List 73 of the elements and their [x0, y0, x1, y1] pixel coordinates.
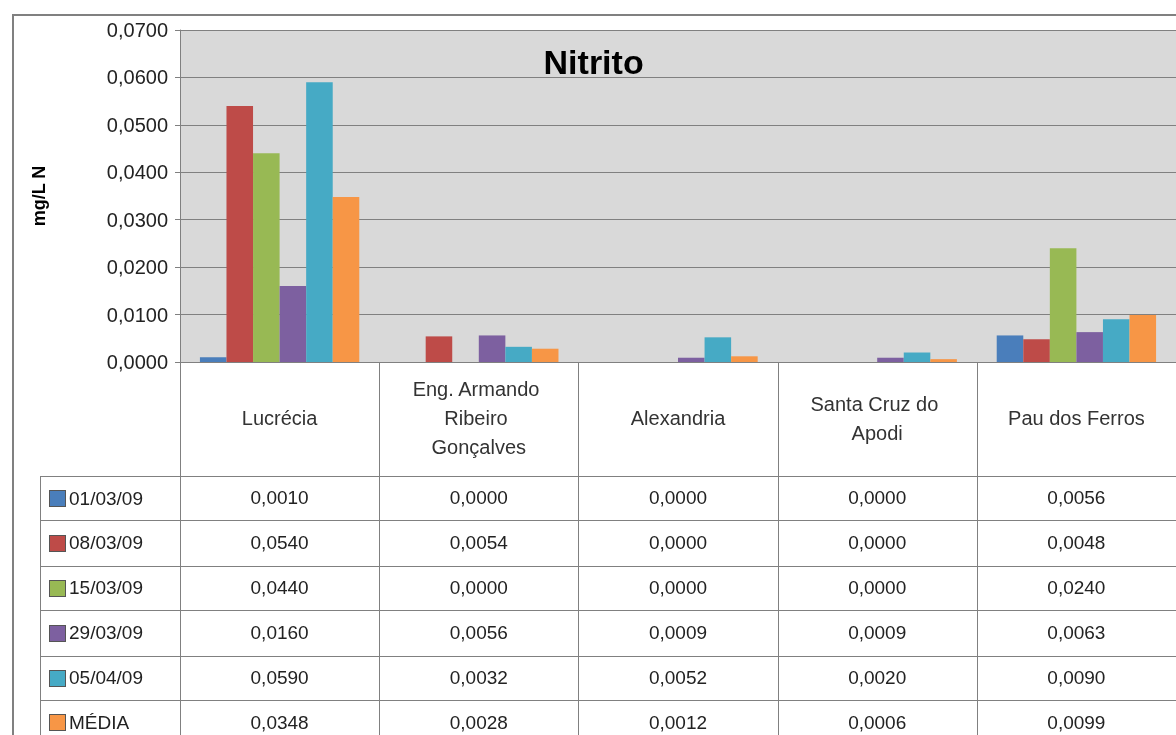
- data-label: 0,0012: [578, 700, 779, 735]
- legend-label: 15/03/09: [69, 577, 143, 599]
- data-label: 0,0063: [976, 610, 1176, 657]
- bar: [678, 357, 705, 362]
- data-label: 0,0590: [180, 656, 381, 701]
- bar: [531, 348, 559, 362]
- data-label: 0,0054: [379, 520, 580, 567]
- y-tick-label: 0,0300: [106, 208, 168, 231]
- y-tick-label: 0,0100: [106, 303, 168, 326]
- data-label: 0,0000: [578, 520, 779, 567]
- data-label: 0,0028: [379, 700, 580, 735]
- y-tick-label: 0,0200: [106, 256, 168, 279]
- y-tick-label: 0,0400: [106, 161, 168, 184]
- bar: [306, 82, 333, 362]
- y-tick-label: 0,0500: [106, 113, 168, 136]
- data-label: 0,0000: [379, 566, 580, 611]
- data-label: 0,0020: [777, 656, 978, 701]
- x-tick-label: Pau dos Ferros: [1008, 407, 1145, 429]
- data-label: 0,0048: [976, 520, 1176, 567]
- legend-label: 08/03/09: [69, 532, 143, 554]
- data-label: 0,0090: [976, 656, 1176, 701]
- y-tick-label: 0,0700: [106, 19, 168, 41]
- data-label: 0,0000: [578, 566, 779, 611]
- data-label: 0,0099: [976, 700, 1176, 735]
- x-tick-label: Alexandria: [630, 407, 727, 429]
- bar: [425, 336, 453, 362]
- x-tick-label: Santa Cruz do Apodi: [810, 392, 944, 444]
- data-label: 0,0000: [777, 476, 978, 521]
- legend-label: 01/03/09: [69, 487, 143, 510]
- bar: [226, 105, 254, 362]
- legend-label: MÉDIA: [69, 711, 130, 734]
- y-tick-label: 0,0600: [106, 66, 168, 89]
- bar: [1049, 248, 1077, 362]
- bar: [704, 337, 732, 362]
- bar: [996, 335, 1024, 362]
- data-label: 0,0056: [379, 610, 580, 657]
- bar: [1129, 315, 1157, 362]
- bar: [877, 357, 904, 362]
- data-label: 0,0009: [777, 610, 978, 657]
- bar: [731, 356, 758, 362]
- data-label: 0,0032: [379, 656, 580, 701]
- data-label: 0,0348: [180, 700, 381, 735]
- data-label: 0,0440: [180, 566, 381, 611]
- legend-label: 05/04/09: [69, 667, 143, 689]
- bar: [253, 153, 280, 362]
- bar: [1102, 319, 1130, 362]
- data-label: 0,0010: [180, 476, 381, 521]
- bar: [332, 196, 360, 362]
- bar: [505, 346, 532, 362]
- chart-title: Nitrito: [543, 43, 644, 81]
- legend-label: 29/03/09: [69, 622, 143, 644]
- bar: [903, 352, 931, 362]
- y-tick-label: 0,0000: [106, 351, 168, 373]
- data-label: 0,0160: [180, 610, 381, 657]
- x-tick-label: Eng. Armando Ribeiro Gonçalves: [412, 378, 545, 458]
- bar: [930, 359, 957, 362]
- data-label: 0,0000: [777, 566, 978, 611]
- data-label: 0,0006: [777, 700, 978, 735]
- data-label: 0,0009: [578, 610, 779, 657]
- data-label: 0,0240: [976, 566, 1176, 611]
- data-label: 0,0056: [976, 476, 1176, 521]
- bar: [1076, 332, 1103, 362]
- data-label: 0,0052: [578, 656, 779, 701]
- data-label: 0,0000: [578, 476, 779, 521]
- data-label: 0,0000: [379, 476, 580, 521]
- data-label: 0,0540: [180, 520, 381, 567]
- bar: [478, 335, 506, 362]
- y-axis-title: mg/L N: [29, 165, 49, 227]
- x-tick-label: Lucrécia: [241, 407, 319, 429]
- bar: [199, 357, 227, 362]
- data-label: 0,0000: [777, 520, 978, 567]
- bar: [1023, 339, 1050, 362]
- bar: [279, 286, 307, 362]
